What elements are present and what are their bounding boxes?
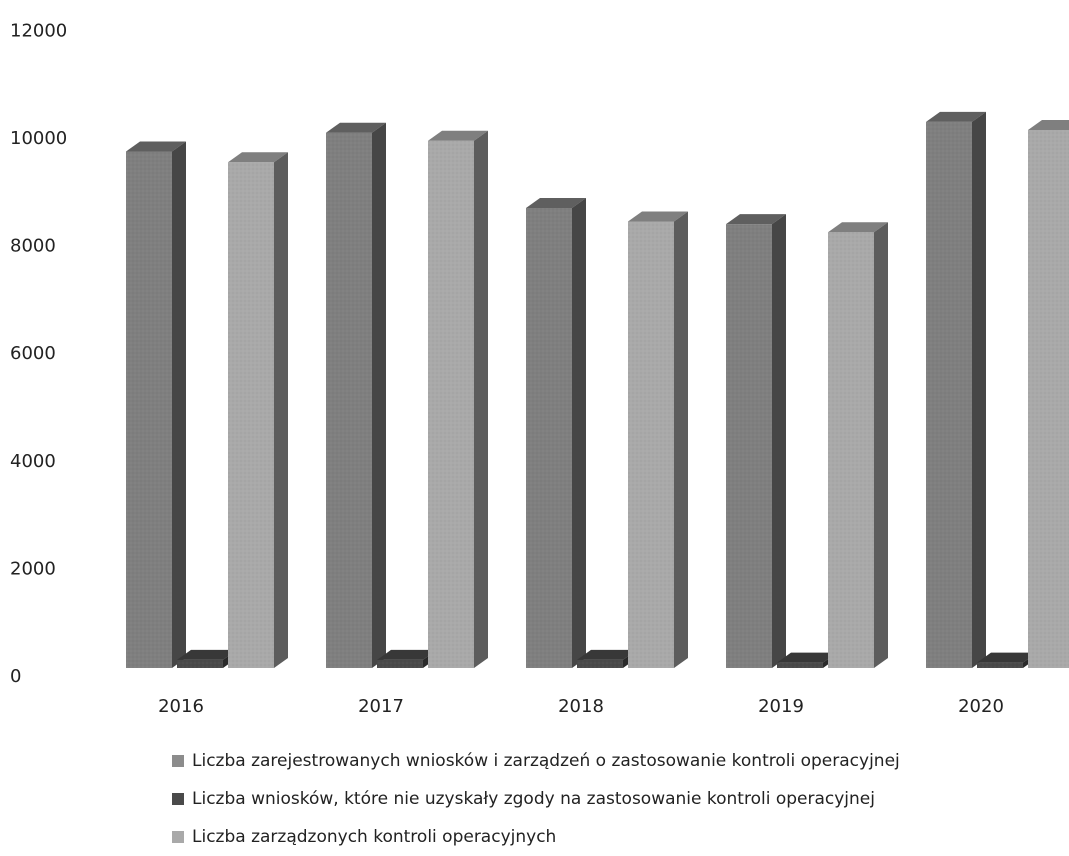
bar-texture [228,162,274,668]
bar-side [772,214,786,668]
bar-texture [526,208,572,668]
y-tick-label: 2000 [10,558,56,579]
bar-texture [577,659,623,668]
bar-chart: 0 2000 4000 6000 8000 10000 12000 2016 2017 2018… [10,20,1069,717]
x-tick-label: 2019 [758,696,804,717]
bar-top [377,649,437,660]
x-tick-label: 2018 [558,696,604,717]
y-tick-label: 4000 [10,451,56,472]
bars [126,111,1069,669]
legend-swatch-ordered [172,831,184,843]
legend-item-ordered: Liczba zarządzonych kontroli operacyjnyc… [172,818,900,856]
legend-swatch-rejected [172,793,184,805]
bar-top [126,141,186,152]
bar-side [474,130,488,668]
bar-top [326,122,386,133]
legend-item-rejected: Liczba wniosków, które nie uzyskały zgod… [172,780,900,818]
y-tick-label: 6000 [10,343,56,364]
bar [828,222,888,668]
y-axis: 0 2000 4000 6000 8000 10000 12000 [10,20,67,687]
bar [228,152,288,668]
x-tick-label: 2017 [358,696,404,717]
legend-label-ordered: Liczba zarządzonych kontroli operacyjnyc… [192,827,557,847]
bar-top [1028,120,1069,130]
bar-top [828,222,888,233]
bar-side [674,211,688,668]
bar-top [428,130,488,141]
bar-texture [777,662,823,668]
x-tick-label: 2016 [158,696,204,717]
legend-label-rejected: Liczba wniosków, które nie uzyskały zgod… [192,789,875,809]
bar [726,214,786,668]
bar-top [228,152,288,163]
bar-texture [377,659,423,668]
bar [926,111,986,669]
y-tick-label: 0 [10,666,21,687]
bar-texture [1028,130,1069,668]
bar-side [972,111,986,669]
bar-top [177,649,237,660]
bar [126,141,186,668]
bar-texture [926,121,972,669]
legend-label-registered: Liczba zarejestrowanych wniosków i zarzą… [192,751,900,771]
x-tick-label: 2020 [958,696,1004,717]
bar-side [572,198,586,668]
bar-top [628,211,688,222]
y-tick-label: 12000 [10,20,67,41]
bar [526,198,586,668]
bar-texture [726,224,772,668]
legend-swatch-registered [172,755,184,767]
bar-texture [326,132,372,668]
bar-top [726,214,786,225]
bar-texture [428,140,474,668]
legend-item-registered: Liczba zarejestrowanych wniosków i zarzą… [172,742,900,780]
bar [628,211,688,668]
bar-top [926,111,986,122]
bar-texture [177,659,223,668]
bar-top [526,198,586,209]
bar-texture [977,662,1023,668]
bar-top [977,652,1037,663]
y-tick-label: 8000 [10,236,56,257]
bar-side [372,122,386,668]
bar-texture [126,151,172,668]
bar-texture [628,221,674,668]
bar [1028,120,1069,668]
bar-side [274,152,288,668]
bar [326,122,386,668]
legend: Liczba zarejestrowanych wniosków i zarzą… [172,742,900,856]
x-axis: 2016 2017 2018 2019 2020 [158,696,1004,717]
bar-top [577,649,637,660]
y-tick-label: 10000 [10,128,67,149]
bar-top [777,652,837,663]
bar-side [172,141,186,668]
bar-side [874,222,888,668]
bar [428,130,488,668]
bar-texture [828,232,874,668]
